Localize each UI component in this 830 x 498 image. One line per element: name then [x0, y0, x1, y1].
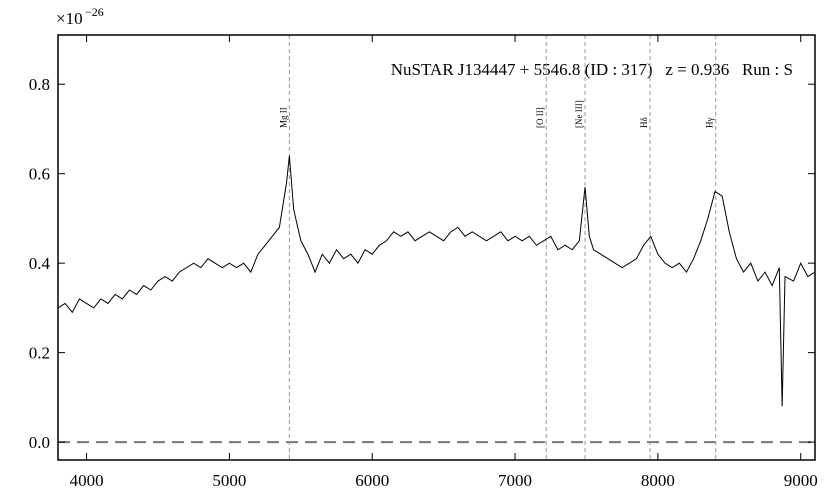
y-tick-label: 0.0 — [29, 433, 50, 452]
chart-title: NuSTAR J134447 + 5546.8 (ID : 317) z = 0… — [391, 60, 793, 79]
x-tick-label: 7000 — [498, 471, 532, 490]
emission-label: [Ne III] — [574, 100, 584, 128]
x-tick-label: 9000 — [784, 471, 818, 490]
offset-base: ×10 — [56, 9, 83, 28]
y-tick-label: 0.8 — [29, 75, 50, 94]
emission-label: Hγ — [705, 118, 715, 128]
x-tick-label: 8000 — [641, 471, 675, 490]
plot-frame — [57, 34, 816, 461]
y-tick-label: 0.4 — [29, 254, 51, 273]
emission-label: Hδ — [639, 117, 649, 128]
emission-label: Mg II — [278, 107, 288, 128]
y-tick-label: 0.2 — [29, 344, 50, 363]
x-tick-label: 5000 — [212, 471, 246, 490]
x-tick-label: 6000 — [355, 471, 389, 490]
emission-label: [O II] — [535, 107, 545, 128]
x-tick-label: 4000 — [70, 471, 104, 490]
spectrum-line — [57, 155, 816, 407]
offset-exponent: −26 — [85, 5, 104, 19]
y-tick-label: 0.6 — [29, 165, 50, 184]
